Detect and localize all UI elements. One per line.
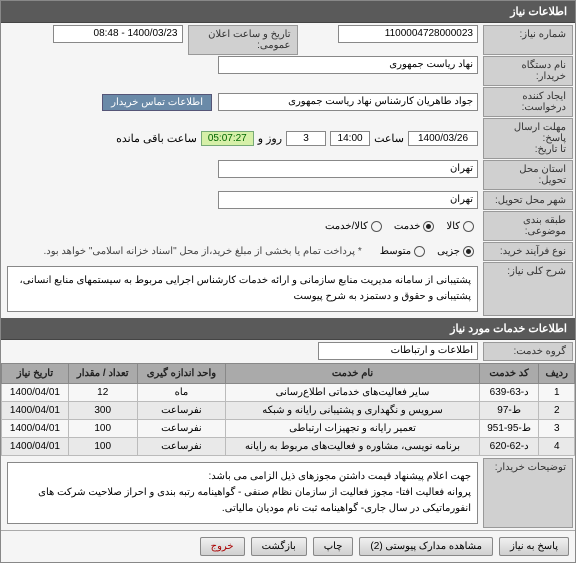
- col-unit: واحد اندازه گیری: [137, 364, 226, 384]
- deadline-date: 1400/03/26: [408, 131, 478, 146]
- countdown-timer: 05:07:27: [201, 131, 254, 146]
- attachments-button[interactable]: مشاهده مدارک پیوستی (2): [359, 537, 493, 556]
- deadline-time: 14:00: [330, 131, 370, 146]
- city-value: تهران: [218, 191, 478, 209]
- creator-label: ایجاد کننده درخواست:: [483, 87, 573, 117]
- deadline-label: مهلت ارسال پاسخ: تا تاریخ:: [483, 118, 573, 159]
- pub-date-value: 1400/03/23 - 08:48: [53, 25, 183, 43]
- category-both-radio[interactable]: کالا/خدمت: [325, 221, 382, 232]
- buy-partial-radio[interactable]: جزیی: [437, 246, 474, 257]
- col-row: ردیف: [539, 364, 575, 384]
- category-label: طبقه بندی موضوعی:: [483, 211, 573, 241]
- province-label: استان محل تحویل:: [483, 160, 573, 190]
- buyer-notes-label: توضیحات خریدار:: [483, 458, 573, 528]
- city-label: شهر محل تحویل:: [483, 191, 573, 210]
- desc-label: شرح کلی نیاز:: [483, 262, 573, 316]
- print-button[interactable]: چاپ: [313, 537, 354, 556]
- col-code: کد خدمت: [479, 364, 539, 384]
- creator-value: جواد طاهریان کارشناس نهاد ریاست جمهوری: [218, 93, 478, 111]
- buy-type-label: نوع فرآیند خرید:: [483, 242, 573, 261]
- description-text: پشتیبانی از سامانه مدیریت منابع سازمانی …: [7, 266, 478, 312]
- table-row: 4د-62-620برنامه نویسی، مشاوره و فعالیت‌ه…: [2, 438, 575, 456]
- buyer-org-label: نام دستگاه خریدار:: [483, 56, 573, 86]
- col-name: نام خدمت: [226, 364, 480, 384]
- days-remaining: 3: [286, 131, 326, 146]
- service-group-value: اطلاعات و ارتباطات: [318, 342, 478, 360]
- buy-medium-radio[interactable]: متوسط: [380, 246, 425, 257]
- panel-title: اطلاعات نیاز: [1, 1, 575, 23]
- payment-note: * پرداخت تمام یا بخشی از مبلغ خرید،از مح…: [37, 244, 367, 259]
- table-row: 1د-63-639سایر فعالیت‌های خدماتی اطلاع‌رس…: [2, 384, 575, 402]
- buyer-notes-text: جهت اعلام پیشنهاد قیمت داشتن مجوزهای ذیل…: [7, 462, 478, 524]
- reply-button[interactable]: پاسخ به نیاز: [499, 537, 569, 556]
- need-no-value: 1100004728000023: [338, 25, 478, 43]
- buyer-org-value: نهاد ریاست جمهوری: [218, 56, 478, 74]
- category-goods-radio[interactable]: کالا: [446, 221, 474, 232]
- services-table: ردیف کد خدمت نام خدمت واحد اندازه گیری ت…: [1, 363, 575, 456]
- back-button[interactable]: بازگشت: [251, 537, 307, 556]
- pub-date-label: تاریخ و ساعت اعلان عمومی:: [188, 25, 298, 55]
- province-value: تهران: [218, 160, 478, 178]
- service-group-label: گروه خدمت:: [483, 342, 573, 361]
- need-no-label: شماره نیاز:: [483, 25, 573, 55]
- time-label: ساعت: [374, 132, 404, 145]
- exit-button[interactable]: خروج: [200, 537, 245, 556]
- col-date: تاریخ نیاز: [2, 364, 69, 384]
- days-label: روز و: [258, 132, 282, 145]
- remaining-label: ساعت باقی مانده: [116, 132, 197, 145]
- table-row: 3ط-95-951تعمیر رایانه و تجهیزات ارتباطین…: [2, 420, 575, 438]
- col-qty: تعداد / مقدار: [68, 364, 137, 384]
- table-row: 2ط-97سرویس و نگهداری و پشتیبانی رایانه و…: [2, 402, 575, 420]
- category-service-radio[interactable]: خدمت: [394, 221, 435, 232]
- services-header: اطلاعات خدمات مورد نیاز: [1, 318, 575, 340]
- buyer-contact-button[interactable]: اطلاعات تماس خریدار: [102, 94, 212, 111]
